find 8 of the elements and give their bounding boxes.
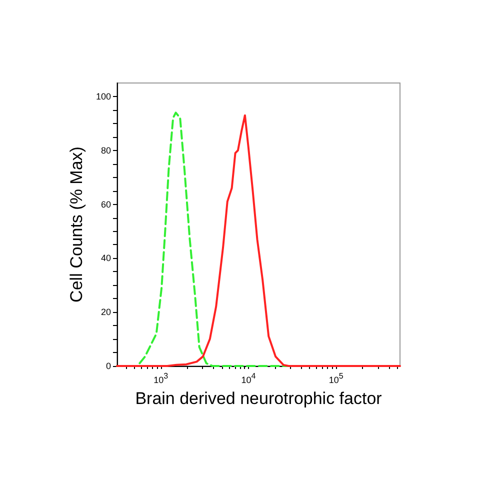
y-tick-label: 20	[100, 307, 111, 318]
y-axis-title: Cell Counts (% Max)	[67, 146, 86, 302]
x-axis-title: Brain derived neurotrophic factor	[135, 389, 382, 408]
y-tick-label: 0	[106, 361, 111, 371]
y-tick-label: 40	[100, 253, 111, 264]
y-tick-label: 100	[96, 91, 111, 102]
y-tick-label: 60	[100, 199, 111, 210]
y-tick-label: 80	[100, 145, 111, 156]
